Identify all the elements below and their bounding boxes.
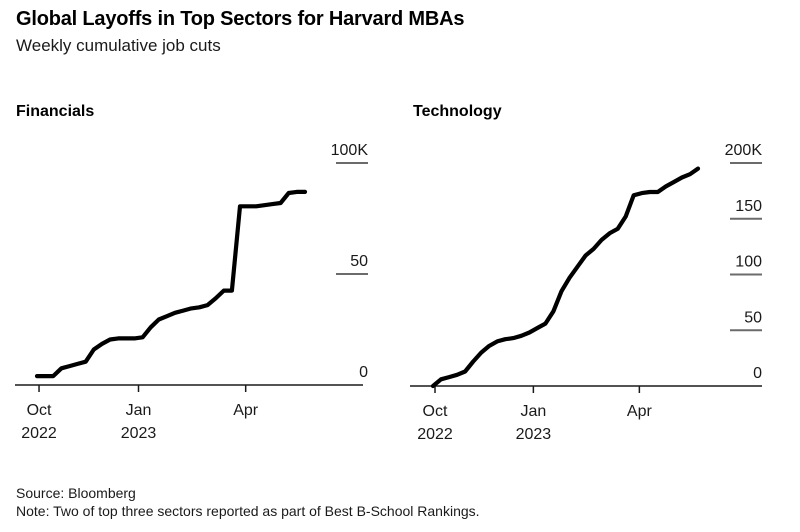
x-tick-label: Apr <box>627 403 653 420</box>
y-tick-label: 100K <box>331 142 369 159</box>
x-tick-label-year: 2023 <box>516 426 552 443</box>
x-tick-label-year: 2022 <box>21 425 57 442</box>
financials-line-chart: Oct 2022 Jan 2023 Apr 100K 50 0 <box>15 142 369 442</box>
page-title: Global Layoffs in Top Sectors for Harvar… <box>16 8 465 30</box>
x-tick-label-year: 2023 <box>121 425 157 442</box>
x-tick-label: Jan <box>520 403 546 420</box>
technology-panel-title: Technology <box>413 103 502 120</box>
x-tick-label: Oct <box>423 403 448 420</box>
y-tick-label: 200K <box>725 142 763 159</box>
technology-line-chart: Oct 2022 Jan 2023 Apr 200K 150 100 50 0 <box>410 142 763 443</box>
y-tick-label: 100 <box>735 254 762 271</box>
y-tick-label: 150 <box>735 198 762 215</box>
financials-panel-title: Financials <box>16 103 95 120</box>
y-tick-label: 0 <box>359 364 368 381</box>
x-tick-label: Jan <box>126 402 152 419</box>
x-tick-label: Apr <box>233 402 259 419</box>
x-tick-label: Oct <box>27 402 52 419</box>
y-tick-label: 50 <box>744 309 762 326</box>
methodology-note: Note: Two of top three sectors reported … <box>16 503 480 519</box>
y-tick-label: 50 <box>350 253 368 270</box>
cumulative-job-cuts-line <box>430 166 701 389</box>
cumulative-job-cuts-line <box>34 189 308 379</box>
y-tick-label: 0 <box>753 365 762 382</box>
x-tick-label-year: 2022 <box>417 426 453 443</box>
footer: Source: Bloomberg Note: Two of top three… <box>16 484 480 520</box>
page-subtitle: Weekly cumulative job cuts <box>16 36 221 55</box>
source-note: Source: Bloomberg <box>16 485 136 501</box>
